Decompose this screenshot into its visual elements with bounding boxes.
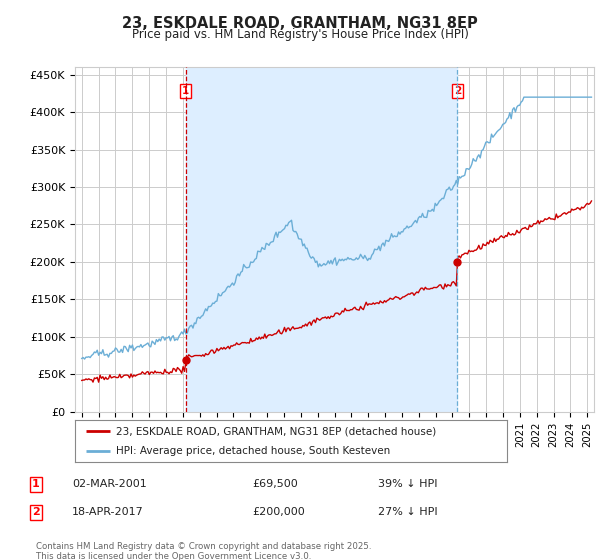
Text: 1: 1 xyxy=(32,479,40,489)
Text: 2: 2 xyxy=(454,86,461,96)
Text: 2: 2 xyxy=(32,507,40,517)
Text: HPI: Average price, detached house, South Kesteven: HPI: Average price, detached house, Sout… xyxy=(116,446,390,456)
Text: £200,000: £200,000 xyxy=(252,507,305,517)
Text: Price paid vs. HM Land Registry's House Price Index (HPI): Price paid vs. HM Land Registry's House … xyxy=(131,28,469,41)
Text: Contains HM Land Registry data © Crown copyright and database right 2025.
This d: Contains HM Land Registry data © Crown c… xyxy=(36,542,371,560)
Text: 23, ESKDALE ROAD, GRANTHAM, NG31 8EP (detached house): 23, ESKDALE ROAD, GRANTHAM, NG31 8EP (de… xyxy=(116,426,436,436)
Bar xyxy=(186,67,457,412)
Text: 23, ESKDALE ROAD, GRANTHAM, NG31 8EP: 23, ESKDALE ROAD, GRANTHAM, NG31 8EP xyxy=(122,16,478,31)
Text: 39% ↓ HPI: 39% ↓ HPI xyxy=(378,479,437,489)
Text: 02-MAR-2001: 02-MAR-2001 xyxy=(72,479,147,489)
Text: £69,500: £69,500 xyxy=(252,479,298,489)
Text: 27% ↓ HPI: 27% ↓ HPI xyxy=(378,507,437,517)
Text: 18-APR-2017: 18-APR-2017 xyxy=(72,507,144,517)
Text: 1: 1 xyxy=(182,86,190,96)
